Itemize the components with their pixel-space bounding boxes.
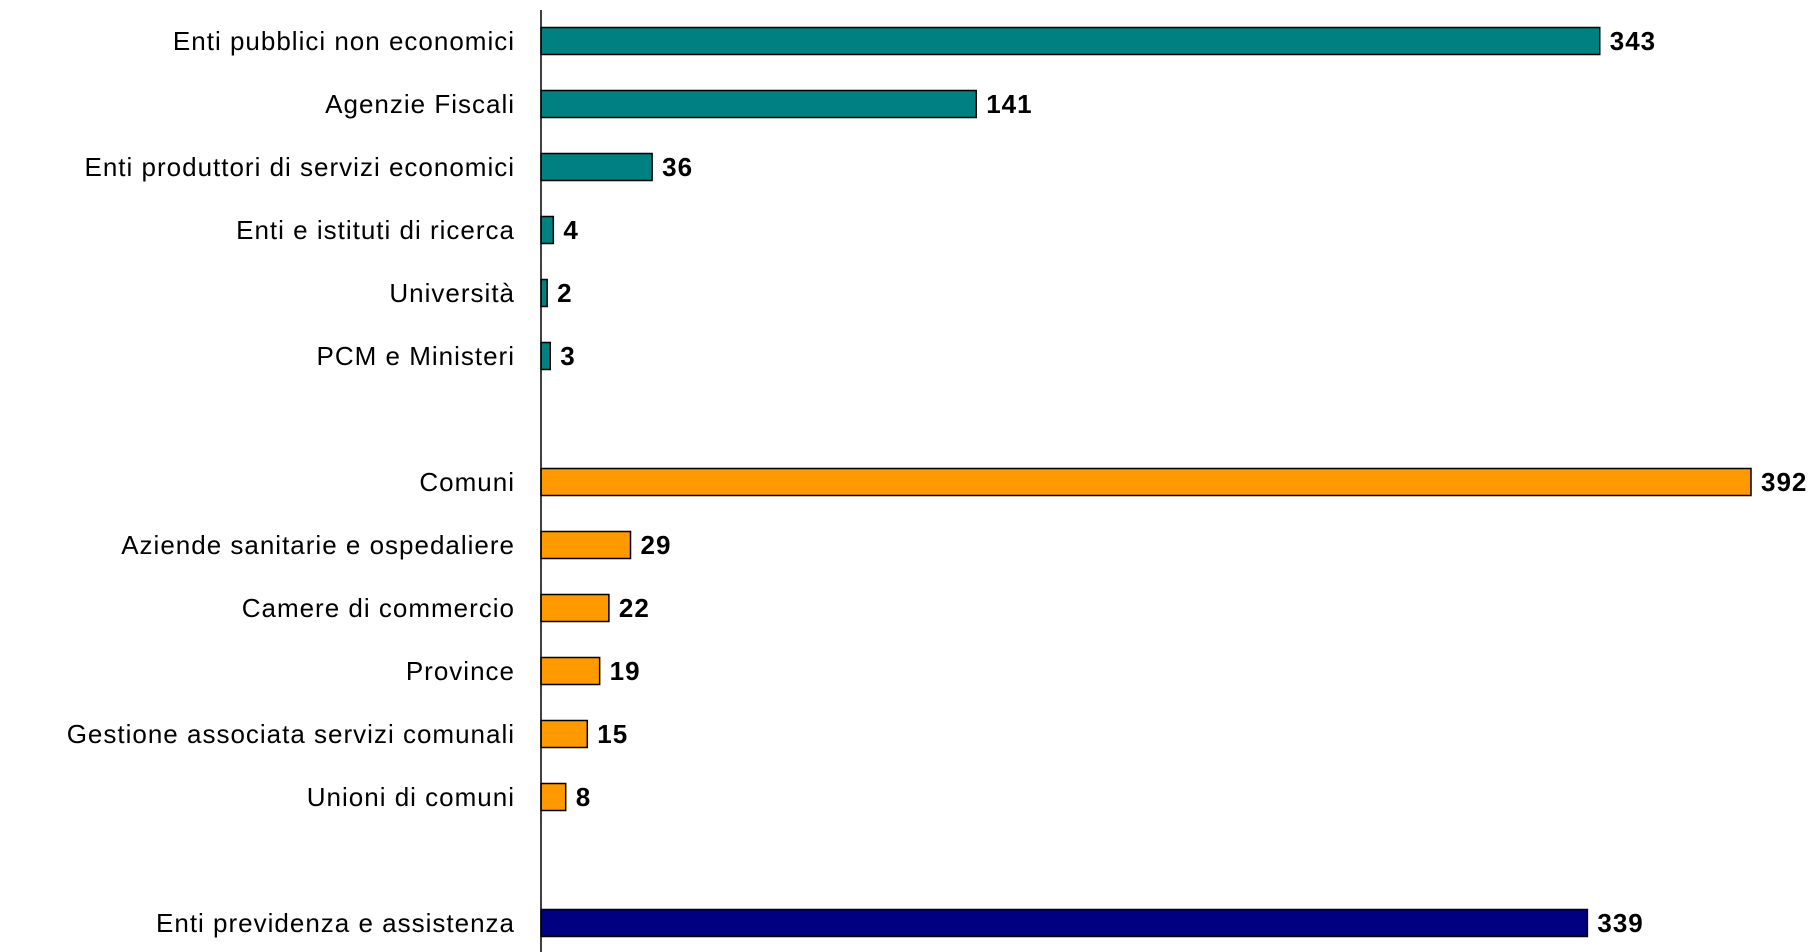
category-label-universita: Università xyxy=(389,278,515,308)
value-label-unioni-di-comuni: 8 xyxy=(576,782,591,812)
category-label-aziende-sanitarie-e-ospedaliere: Aziende sanitarie e ospedaliere xyxy=(121,530,515,560)
value-label-enti-previdenza-e-assistenza: 339 xyxy=(1597,908,1643,938)
value-label-gestione-associata-servizi-comunali: 15 xyxy=(597,719,628,749)
bar-enti-previdenza-e-assistenza xyxy=(540,908,1589,938)
value-label-universita: 2 xyxy=(557,278,572,308)
bar-unioni-di-comuni xyxy=(540,782,567,812)
category-label-enti-previdenza-e-assistenza: Enti previdenza e assistenza xyxy=(156,908,515,938)
category-label-province: Province xyxy=(406,656,515,686)
value-label-enti-produttori-di-servizi-economici: 36 xyxy=(662,152,693,182)
category-label-enti-e-istituti-di-ricerca: Enti e istituti di ricerca xyxy=(236,215,515,245)
bar-comuni xyxy=(540,467,1752,497)
category-label-comuni: Comuni xyxy=(419,467,515,497)
bar-enti-produttori-di-servizi-economici xyxy=(540,152,653,182)
value-label-aziende-sanitarie-e-ospedaliere: 29 xyxy=(641,530,672,560)
category-label-enti-produttori-di-servizi-economici: Enti produttori di servizi economici xyxy=(85,152,516,182)
bar-universita xyxy=(540,278,548,308)
bar-pcm-e-ministeri xyxy=(540,341,552,371)
category-label-pcm-e-ministeri: PCM e Ministeri xyxy=(317,341,515,371)
category-label-enti-pubblici-non-economici: Enti pubblici non economici xyxy=(173,26,515,56)
bar-camere-di-commercio xyxy=(540,593,610,623)
labels-layer: Enti pubblici non economici 343 Agenzie Fi… xyxy=(67,26,1807,938)
bar-aziende-sanitarie-e-ospedaliere xyxy=(540,530,632,560)
category-label-unioni-di-comuni: Unioni di comuni xyxy=(307,782,515,812)
value-label-province: 19 xyxy=(610,656,641,686)
value-label-comuni: 392 xyxy=(1761,467,1807,497)
value-label-enti-e-istituti-di-ricerca: 4 xyxy=(563,215,578,245)
bar-gestione-associata-servizi-comunali xyxy=(540,719,589,749)
value-label-agenzie-fiscali: 141 xyxy=(986,89,1032,119)
bar-enti-e-istituti-di-ricerca xyxy=(540,215,555,245)
category-label-agenzie-fiscali: Agenzie Fiscali xyxy=(325,89,515,119)
bars-layer xyxy=(540,26,1752,938)
bar-agenzie-fiscali xyxy=(540,89,977,119)
bar-enti-pubblici-non-economici xyxy=(540,26,1601,56)
value-label-enti-pubblici-non-economici: 343 xyxy=(1610,26,1656,56)
bar-province xyxy=(540,656,601,686)
value-label-camere-di-commercio: 22 xyxy=(619,593,650,623)
category-label-gestione-associata-servizi-comunali: Gestione associata servizi comunali xyxy=(67,719,515,749)
category-label-camere-di-commercio: Camere di commercio xyxy=(242,593,515,623)
value-label-pcm-e-ministeri: 3 xyxy=(560,341,575,371)
